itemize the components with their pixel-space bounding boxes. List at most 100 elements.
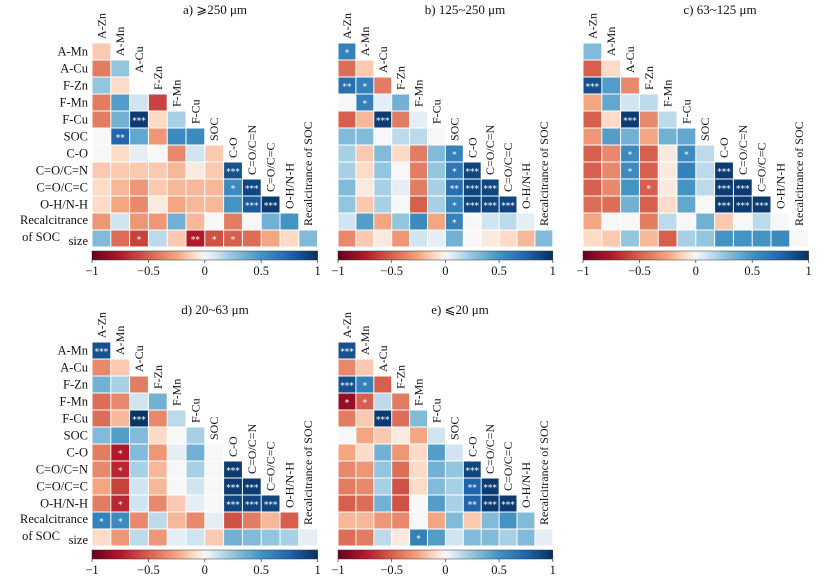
significance-stars: * (363, 399, 368, 409)
significance-stars: * (118, 518, 123, 528)
heatmap-panel-c: c) 63~125 μm******* ** **** *** ****** *** ***… (576, 2, 811, 278)
significance-stars: *** (586, 83, 600, 93)
heatmap-cell (639, 213, 658, 230)
heatmap-cell (356, 393, 374, 410)
heatmap-cell (111, 162, 130, 179)
heatmap-cell (410, 230, 427, 247)
heatmap-cell (205, 179, 224, 196)
heatmap-cell (445, 213, 463, 230)
colorbar-tick-label: 1 (805, 264, 811, 278)
heatmap-cell (583, 111, 602, 128)
row-label: C=O/C=N (36, 463, 88, 477)
heatmap-cell (111, 94, 130, 111)
heatmap-cell (696, 196, 715, 213)
heatmap-cell (130, 111, 148, 128)
heatmap-cell (677, 145, 696, 162)
heatmap-cell (92, 162, 111, 179)
heatmap-cell (148, 94, 167, 111)
heatmap-cell (374, 179, 392, 196)
heatmap-cell (463, 179, 481, 196)
column-label: C=O/C=C (264, 142, 278, 192)
heatmap-cell (696, 162, 715, 179)
heatmap-cell (463, 213, 481, 230)
heatmap-cell (481, 196, 499, 213)
heatmap-cell (356, 213, 374, 230)
heatmap-cell (374, 196, 392, 213)
column-label: C=O/C=C (501, 441, 515, 491)
heatmap-cell (410, 111, 427, 128)
heatmap-cell (499, 213, 517, 230)
heatmap-cell (111, 179, 130, 196)
heatmap-cell (621, 179, 639, 196)
heatmap-cell (715, 162, 733, 179)
heatmap-cell (130, 478, 148, 495)
colorbar-tick-label: −0.5 (137, 264, 160, 278)
heatmap-cell (677, 162, 696, 179)
heatmap-cell (463, 478, 481, 495)
heatmap-cell (205, 478, 224, 495)
heatmap-cell (481, 478, 499, 495)
heatmap-cell (499, 230, 517, 247)
heatmap-cell (338, 359, 356, 376)
significance-stars: *** (132, 416, 146, 426)
heatmap-cell (186, 230, 205, 247)
heatmap-cell (167, 410, 186, 427)
heatmap-cell (92, 478, 111, 495)
heatmap-cell (111, 393, 130, 410)
colorbar-tick-label: 0.5 (744, 264, 760, 278)
heatmap-cell (167, 529, 186, 546)
heatmap-cell (392, 478, 410, 495)
heatmap-cell (583, 145, 602, 162)
row-label: F-Mn (60, 96, 89, 110)
heatmap-cell (261, 196, 280, 213)
heatmap-cell (338, 529, 356, 546)
significance-stars: * (363, 382, 368, 392)
heatmap-cell (445, 444, 463, 461)
heatmap-cell (752, 213, 771, 230)
heatmap-cell (338, 410, 356, 427)
heatmap-cell (733, 179, 752, 196)
heatmap-cell (621, 128, 639, 145)
heatmap-cell (338, 77, 356, 94)
heatmap-cell (621, 111, 639, 128)
colorbar-tick-label: −1 (85, 264, 98, 278)
heatmap-cell (374, 145, 392, 162)
heatmap-cell (445, 145, 463, 162)
heatmap-cell (481, 179, 499, 196)
heatmap-cell (639, 128, 658, 145)
row-label: C=O/C=N (36, 164, 88, 178)
heatmap-cell (224, 529, 242, 546)
significance-stars: *** (466, 185, 480, 195)
heatmap-cell (374, 376, 392, 393)
row-label: SOC (64, 429, 88, 443)
heatmap-cell (621, 77, 639, 94)
column-label: C=O/C=C (501, 142, 515, 192)
heatmap-cell (374, 162, 392, 179)
heatmap-cell (583, 213, 602, 230)
heatmap-cell (92, 444, 111, 461)
heatmap-cell (356, 495, 374, 512)
heatmap-cell (242, 196, 261, 213)
heatmap-cell (517, 213, 535, 230)
heatmap-cell (356, 461, 374, 478)
heatmap-cell (261, 230, 280, 247)
column-label: A-Mn (358, 326, 372, 355)
heatmap-cell (392, 427, 410, 444)
significance-stars: *** (501, 202, 515, 212)
heatmap-cell (410, 179, 427, 196)
heatmap-cell (602, 94, 621, 111)
heatmap-cell (92, 461, 111, 478)
row-label: F-Zn (63, 79, 89, 93)
heatmap-cell (92, 410, 111, 427)
heatmap-cell (410, 461, 427, 478)
heatmap-cell (356, 60, 374, 77)
heatmap-cell (111, 444, 130, 461)
significance-stars: *** (226, 501, 240, 511)
heatmap-cell (167, 179, 186, 196)
colorbar-tick-label: −1 (576, 264, 589, 278)
heatmap-cell (374, 230, 392, 247)
heatmap-cell (111, 60, 130, 77)
heatmap-cell (338, 478, 356, 495)
heatmap-cell (428, 213, 445, 230)
